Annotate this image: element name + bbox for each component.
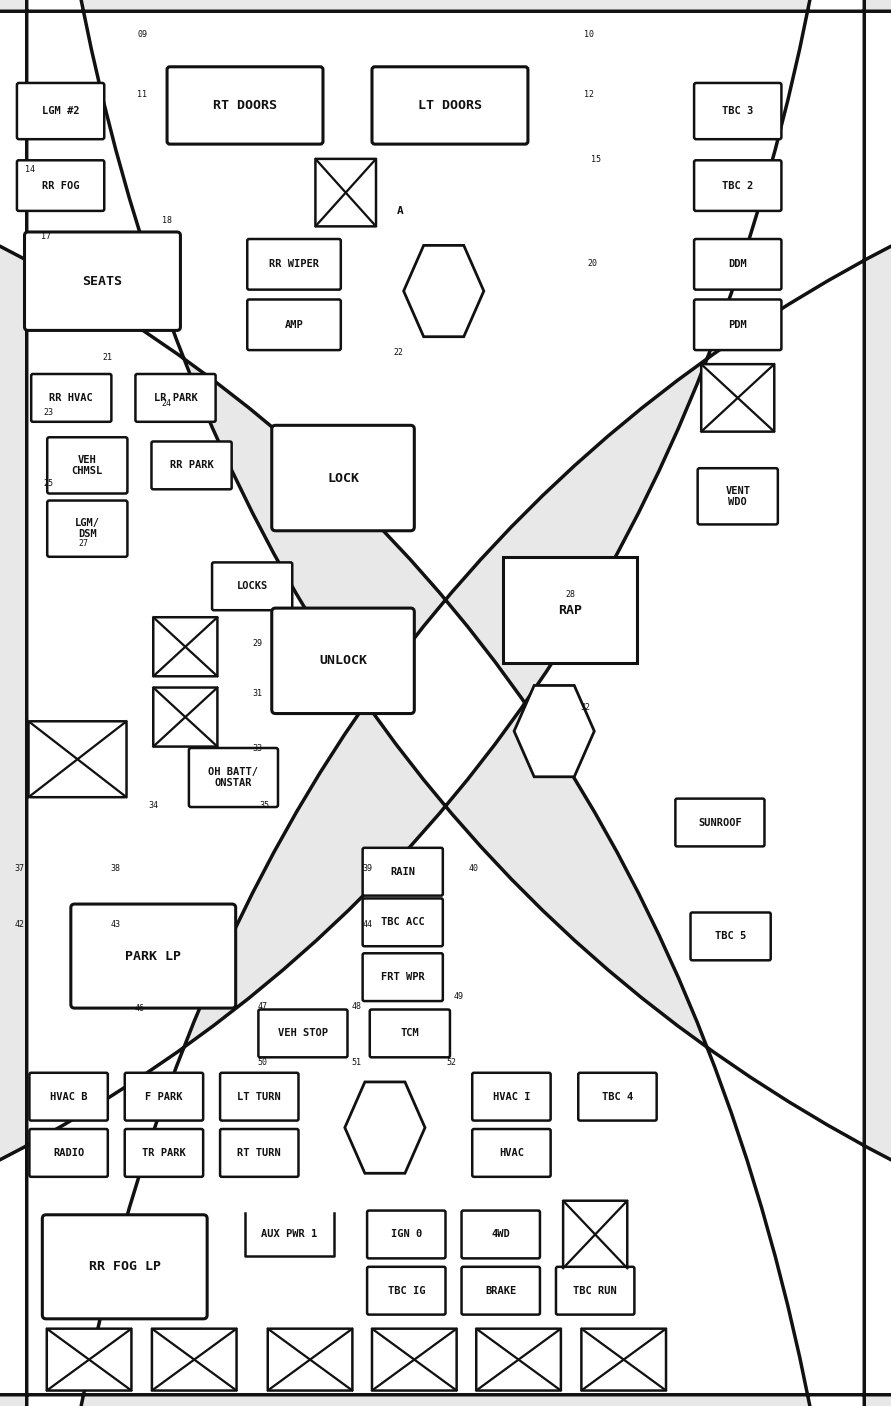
Bar xyxy=(503,558,637,664)
Text: RR FOG LP: RR FOG LP xyxy=(89,1260,160,1274)
Text: 46: 46 xyxy=(135,1004,145,1014)
Text: 4WD: 4WD xyxy=(491,1229,511,1240)
Text: 10: 10 xyxy=(584,30,594,39)
Text: 33: 33 xyxy=(253,744,263,754)
Text: 47: 47 xyxy=(257,1001,267,1011)
Text: TR PARK: TR PARK xyxy=(142,1147,186,1159)
FancyBboxPatch shape xyxy=(125,1073,203,1121)
Text: 49: 49 xyxy=(454,991,463,1001)
Text: SUNROOF: SUNROOF xyxy=(698,817,742,828)
FancyBboxPatch shape xyxy=(372,1329,457,1391)
Text: TBC 5: TBC 5 xyxy=(715,931,747,942)
FancyBboxPatch shape xyxy=(367,1211,446,1258)
Text: 20: 20 xyxy=(588,259,598,269)
FancyBboxPatch shape xyxy=(248,239,341,290)
Text: DDM: DDM xyxy=(728,259,748,270)
Text: 25: 25 xyxy=(44,478,53,488)
Polygon shape xyxy=(404,246,484,336)
Text: PDM: PDM xyxy=(728,319,748,330)
Text: RR PARK: RR PARK xyxy=(169,460,214,471)
Text: 37: 37 xyxy=(15,863,25,873)
Text: 21: 21 xyxy=(102,353,112,363)
FancyBboxPatch shape xyxy=(476,1329,561,1391)
Text: LOCKS: LOCKS xyxy=(236,581,268,592)
Text: SEATS: SEATS xyxy=(83,274,122,288)
Text: 52: 52 xyxy=(446,1057,456,1067)
Text: VEH STOP: VEH STOP xyxy=(278,1028,328,1039)
FancyBboxPatch shape xyxy=(315,159,376,226)
FancyBboxPatch shape xyxy=(29,1129,108,1177)
Text: 24: 24 xyxy=(162,399,172,408)
Text: OH BATT/
ONSTAR: OH BATT/ ONSTAR xyxy=(208,766,258,789)
Text: 12: 12 xyxy=(584,90,594,100)
FancyBboxPatch shape xyxy=(694,160,781,211)
FancyBboxPatch shape xyxy=(212,562,292,610)
Text: TBC RUN: TBC RUN xyxy=(573,1285,617,1296)
Text: FRT WPR: FRT WPR xyxy=(380,972,425,983)
FancyBboxPatch shape xyxy=(694,239,781,290)
Text: F PARK: F PARK xyxy=(145,1091,183,1102)
FancyBboxPatch shape xyxy=(258,1010,347,1057)
Text: 17: 17 xyxy=(42,232,52,242)
FancyBboxPatch shape xyxy=(372,66,527,143)
Text: LGM/
DSM: LGM/ DSM xyxy=(75,517,100,540)
Text: UNLOCK: UNLOCK xyxy=(319,654,367,668)
Text: 31: 31 xyxy=(253,689,263,699)
FancyBboxPatch shape xyxy=(47,501,127,557)
Text: A: A xyxy=(396,205,404,217)
FancyBboxPatch shape xyxy=(31,374,111,422)
FancyBboxPatch shape xyxy=(153,617,217,676)
Text: 22: 22 xyxy=(394,349,404,357)
Polygon shape xyxy=(514,686,594,776)
Text: TBC IG: TBC IG xyxy=(388,1285,425,1296)
FancyBboxPatch shape xyxy=(268,1329,353,1391)
FancyBboxPatch shape xyxy=(43,1215,208,1319)
FancyBboxPatch shape xyxy=(248,299,341,350)
FancyBboxPatch shape xyxy=(125,1129,203,1177)
Text: LT TURN: LT TURN xyxy=(237,1091,282,1102)
Text: RT TURN: RT TURN xyxy=(237,1147,282,1159)
FancyBboxPatch shape xyxy=(694,83,781,139)
FancyBboxPatch shape xyxy=(675,799,764,846)
Text: PARK LP: PARK LP xyxy=(126,949,181,963)
Text: 34: 34 xyxy=(149,800,159,810)
Text: 23: 23 xyxy=(44,408,53,418)
Text: IGN 0: IGN 0 xyxy=(390,1229,422,1240)
FancyBboxPatch shape xyxy=(17,83,104,139)
FancyBboxPatch shape xyxy=(135,374,216,422)
FancyBboxPatch shape xyxy=(151,1329,237,1391)
FancyBboxPatch shape xyxy=(556,1267,634,1315)
Text: RADIO: RADIO xyxy=(53,1147,85,1159)
FancyBboxPatch shape xyxy=(25,232,181,330)
Text: 35: 35 xyxy=(260,800,270,810)
FancyBboxPatch shape xyxy=(29,721,127,797)
FancyBboxPatch shape xyxy=(71,904,235,1008)
FancyBboxPatch shape xyxy=(47,437,127,494)
FancyBboxPatch shape xyxy=(153,688,217,747)
FancyBboxPatch shape xyxy=(472,1073,551,1121)
FancyBboxPatch shape xyxy=(363,848,443,896)
FancyBboxPatch shape xyxy=(462,1267,540,1315)
Text: LT DOORS: LT DOORS xyxy=(418,98,482,112)
FancyBboxPatch shape xyxy=(47,1329,132,1391)
FancyBboxPatch shape xyxy=(370,1010,450,1057)
Text: 28: 28 xyxy=(566,589,576,599)
Text: RAIN: RAIN xyxy=(390,866,415,877)
Text: 14: 14 xyxy=(26,165,36,174)
Text: 32: 32 xyxy=(581,703,591,713)
Text: TCM: TCM xyxy=(400,1028,420,1039)
FancyBboxPatch shape xyxy=(363,953,443,1001)
Text: LGM #2: LGM #2 xyxy=(42,105,79,117)
Text: 27: 27 xyxy=(79,538,89,548)
Text: 39: 39 xyxy=(363,863,372,873)
Text: LR PARK: LR PARK xyxy=(153,392,198,404)
Text: 44: 44 xyxy=(363,920,372,929)
FancyBboxPatch shape xyxy=(462,1211,540,1258)
FancyBboxPatch shape xyxy=(168,66,323,143)
Text: HVAC B: HVAC B xyxy=(50,1091,87,1102)
FancyBboxPatch shape xyxy=(472,1129,551,1177)
FancyBboxPatch shape xyxy=(151,441,232,489)
Text: 38: 38 xyxy=(110,863,120,873)
Text: TBC ACC: TBC ACC xyxy=(380,917,425,928)
